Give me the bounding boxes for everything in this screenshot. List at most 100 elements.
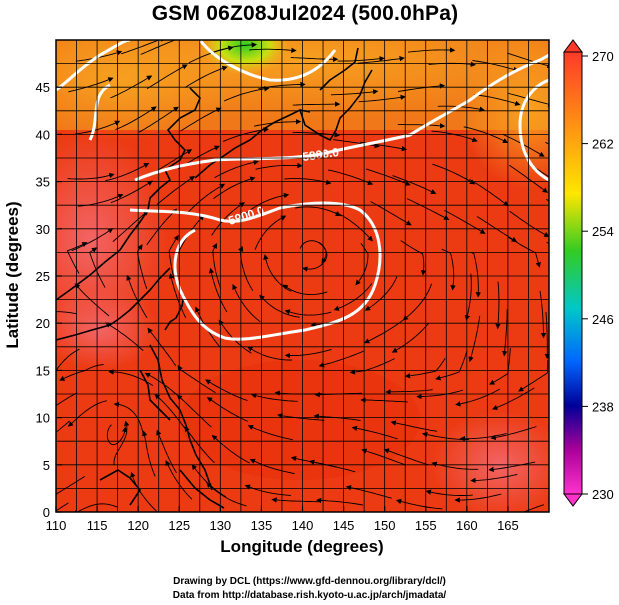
streamline: [211, 202, 245, 236]
streamline: [146, 208, 178, 246]
streamline: [491, 387, 535, 410]
streamline: [245, 192, 290, 214]
streamline: [208, 267, 228, 313]
y-tick-label: 15: [36, 363, 50, 378]
y-tick-label: 25: [36, 269, 50, 284]
streamline: [509, 210, 549, 237]
streamline: [249, 458, 295, 475]
streamline: [455, 388, 501, 407]
colorbar-tick-label: 246: [592, 312, 614, 327]
y-tick-label: 5: [43, 458, 50, 473]
temperature-field: [56, 40, 549, 512]
x-tick-label: 110: [46, 518, 67, 533]
colorbar: 270 262 254 246 238 230: [563, 39, 614, 507]
colorbar-tick-label: 230: [592, 487, 614, 502]
y-tick-label: 45: [36, 80, 50, 95]
streamline: [472, 60, 519, 73]
lat-lon-grid: [56, 40, 549, 512]
streamline: [112, 210, 149, 242]
streamline: [141, 430, 156, 477]
streamline: [284, 309, 332, 316]
x-tick-label: 165: [497, 518, 519, 533]
streamline: [68, 77, 114, 93]
streamline: [187, 183, 226, 214]
streamline: [358, 94, 406, 103]
streamline: [470, 474, 518, 484]
streamline: [431, 461, 479, 470]
streamline: [177, 365, 216, 394]
streamline: [315, 497, 364, 506]
x-axis-label: Longitude (degrees): [220, 537, 384, 556]
contour-5800: [56, 40, 549, 182]
y-tick-label: 35: [36, 175, 50, 190]
coastlines: [56, 47, 373, 509]
streamline: [302, 242, 328, 272]
streamline: [509, 164, 549, 193]
streamline: [470, 251, 481, 298]
streamline: [254, 215, 287, 250]
streamline: [223, 86, 270, 102]
streamline: [126, 274, 148, 319]
colorbar-scale: [563, 51, 583, 495]
streamline: [71, 228, 114, 252]
colorbar-bottom-arrow: [563, 493, 583, 507]
streamline: [140, 40, 185, 55]
streamline: [56, 420, 70, 433]
streamline: [113, 401, 144, 436]
x-tick-label: 150: [374, 518, 396, 533]
colorbar-tick-label: 262: [592, 137, 614, 152]
streamline: [425, 489, 473, 496]
streamline: [469, 179, 509, 207]
x-tick-label: 130: [209, 518, 231, 533]
streamline: [154, 393, 187, 430]
streamline: [404, 357, 446, 379]
streamline: [66, 242, 88, 274]
geopotential-contours: [56, 40, 549, 341]
streamline: [435, 350, 468, 381]
streamline: [214, 159, 259, 178]
x-tick-label: 155: [415, 518, 437, 533]
x-tick-label: 120: [127, 518, 149, 533]
y-tick-label: 30: [36, 222, 50, 237]
streamline: [130, 471, 157, 512]
streamline: [106, 424, 128, 446]
streamline: [247, 424, 293, 441]
streamline: [56, 502, 69, 512]
streamline: [463, 126, 509, 144]
streamline: [501, 309, 508, 357]
streamline: [357, 56, 405, 64]
streamline: [299, 240, 327, 264]
credit-drawing: Drawing by DCL (https://www.gfd-dennou.o…: [173, 576, 446, 587]
contour-label-5800: 5800.0: [301, 145, 340, 164]
colorbar-top-arrow: [563, 39, 583, 53]
streamline: [464, 273, 472, 321]
streamline: [72, 503, 118, 512]
y-tick-label: 0: [43, 505, 50, 520]
streamline: [59, 364, 104, 381]
y-tick-label: 20: [36, 316, 50, 331]
streamline: [327, 169, 374, 186]
streamline: [507, 236, 541, 268]
streamline: [284, 348, 332, 359]
streamline: [490, 426, 537, 441]
colorbar-tick-label: 254: [592, 224, 614, 239]
streamline: [184, 65, 228, 88]
streamline: [534, 166, 549, 178]
x-tick-label: 160: [456, 518, 478, 533]
streamline: [211, 434, 250, 464]
streamline: [495, 281, 501, 330]
streamline: [539, 290, 547, 339]
streamline: [138, 106, 179, 133]
streamline: [168, 273, 187, 318]
streamline: [110, 75, 153, 99]
streamline: [383, 448, 429, 466]
streamline: [271, 497, 319, 503]
streamline: [67, 172, 115, 180]
x-tick-label: 140: [292, 518, 314, 533]
streamline: [282, 284, 328, 296]
streamline: [406, 198, 450, 220]
credit-data: Data from http://database.rish.kyoto-u.a…: [172, 590, 447, 601]
streamline: [165, 460, 193, 500]
streamline: [67, 400, 107, 427]
streamline: [518, 360, 549, 392]
